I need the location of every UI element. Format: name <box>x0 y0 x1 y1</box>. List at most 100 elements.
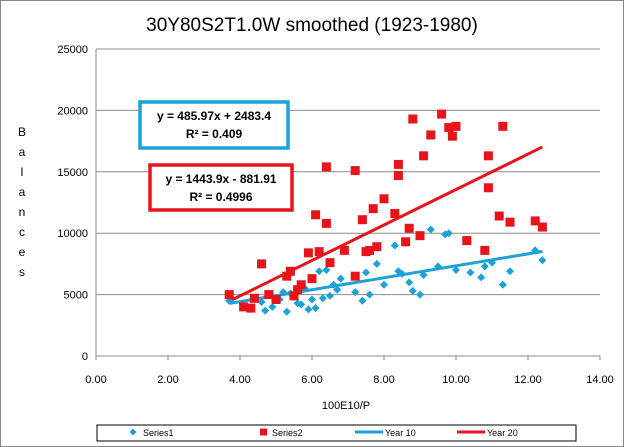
series1-point <box>498 280 507 289</box>
series1-point <box>405 278 414 287</box>
series2-point <box>483 183 493 193</box>
x-tick-label: 14.00 <box>586 374 614 386</box>
x-tick-label: 10.00 <box>442 374 470 386</box>
series1-point <box>426 225 435 234</box>
series1-point <box>408 286 417 295</box>
x-tick-label: 12.00 <box>514 374 542 386</box>
series2-point <box>379 194 389 204</box>
series2-point <box>350 271 360 281</box>
series1-point <box>318 294 327 303</box>
series1-point <box>380 280 388 289</box>
series1-point <box>329 280 338 289</box>
series2-point <box>224 290 234 300</box>
x-tick-label: 2.00 <box>157 374 178 386</box>
series1-point <box>322 266 331 275</box>
series1-point <box>362 268 370 277</box>
series2-point <box>293 285 303 295</box>
y-axis-label-letter: a <box>19 145 26 159</box>
legend-entry-series2: Series2 <box>260 428 303 438</box>
series1-point <box>326 291 334 300</box>
series1-point <box>279 288 288 297</box>
series1-point <box>351 288 360 297</box>
trend-line-year20 <box>228 145 544 303</box>
series1-point <box>394 267 403 276</box>
series1-point <box>441 230 450 239</box>
series1-point <box>358 296 367 305</box>
series1-point <box>282 307 291 316</box>
series2-point <box>444 123 454 133</box>
series1-point <box>488 258 496 267</box>
series1-point <box>336 274 345 283</box>
series2-point <box>357 215 367 225</box>
series1-point <box>315 267 324 276</box>
series1-point <box>538 256 547 265</box>
series2-points <box>224 109 547 313</box>
equation-year20: y = 1443.9x - 881.91 <box>165 172 276 186</box>
x-tick-label: 4.00 <box>229 374 250 386</box>
series2-point <box>437 109 447 119</box>
series2-point <box>257 259 267 269</box>
x-tick-labels: 0.00 2.00 4.00 6.00 8.00 10.00 12.00 14.00 <box>85 374 613 386</box>
legend-entry-year10: Year 10 <box>355 428 416 438</box>
trendline-equation-year10: y = 485.97x + 2483.4 R² = 0.409 <box>138 100 290 150</box>
series2-point <box>404 223 414 233</box>
y-axis-label-letter: a <box>19 185 26 199</box>
series2-point <box>372 242 382 252</box>
axes <box>95 49 601 360</box>
series1-point <box>257 297 266 306</box>
y-axis-label-letter: B <box>18 125 26 139</box>
series1-point <box>333 285 342 294</box>
legend-entry-series1: Series1 <box>129 428 174 438</box>
legend-marker-series1 <box>129 428 137 436</box>
y-tick-labels: 0 5000 10000 15000 20000 25000 <box>57 44 88 363</box>
x-tick-label: 6.00 <box>301 374 322 386</box>
series2-point <box>483 151 493 161</box>
series2-point <box>239 302 249 312</box>
y-tick-label: 20000 <box>57 105 88 117</box>
series2-point <box>246 303 256 313</box>
legend-label-series2: Series2 <box>272 428 303 438</box>
series2-point <box>480 245 490 255</box>
x-tick-label: 8.00 <box>373 374 394 386</box>
series2-point <box>249 293 259 303</box>
series2-point <box>271 295 281 305</box>
series2-point <box>368 204 378 214</box>
chart-title: 30Y80S2T1.0W smoothed (1923-1980) <box>146 15 478 36</box>
series2-point <box>505 217 515 227</box>
trend-lines <box>228 145 544 305</box>
series1-point <box>477 273 486 282</box>
series1-point <box>466 268 475 277</box>
series1-point <box>419 270 428 279</box>
series2-point <box>498 121 508 131</box>
series2-point <box>282 271 292 281</box>
series2-point <box>325 258 335 268</box>
series1-point <box>452 266 460 275</box>
y-axis-label-letter: e <box>19 245 26 259</box>
series2-point <box>321 218 331 228</box>
series2-point <box>350 166 360 176</box>
series1-point <box>308 295 316 304</box>
series2-point <box>311 210 321 220</box>
y-tick-label: 0 <box>82 351 88 363</box>
series1-point <box>261 306 270 315</box>
y-tick-label: 10000 <box>57 228 88 240</box>
series2-point <box>321 162 331 172</box>
series2-point <box>314 247 324 257</box>
legend-label-series1: Series1 <box>143 428 174 438</box>
legend-marker-series2 <box>260 428 267 436</box>
series2-point <box>289 291 299 301</box>
r-squared-year20: R² = 0.4996 <box>189 190 252 204</box>
series1-point <box>416 290 424 299</box>
y-tick-label: 5000 <box>64 290 88 302</box>
y-axis-label-letter: c <box>19 225 25 239</box>
series2-point <box>264 290 274 300</box>
series1-points <box>225 225 547 316</box>
series2-point <box>365 245 375 255</box>
series2-point <box>494 211 504 221</box>
legend-entry-year20: Year 20 <box>457 428 518 438</box>
y-axis-label-letter: l <box>21 165 24 179</box>
series2-point <box>339 245 349 255</box>
